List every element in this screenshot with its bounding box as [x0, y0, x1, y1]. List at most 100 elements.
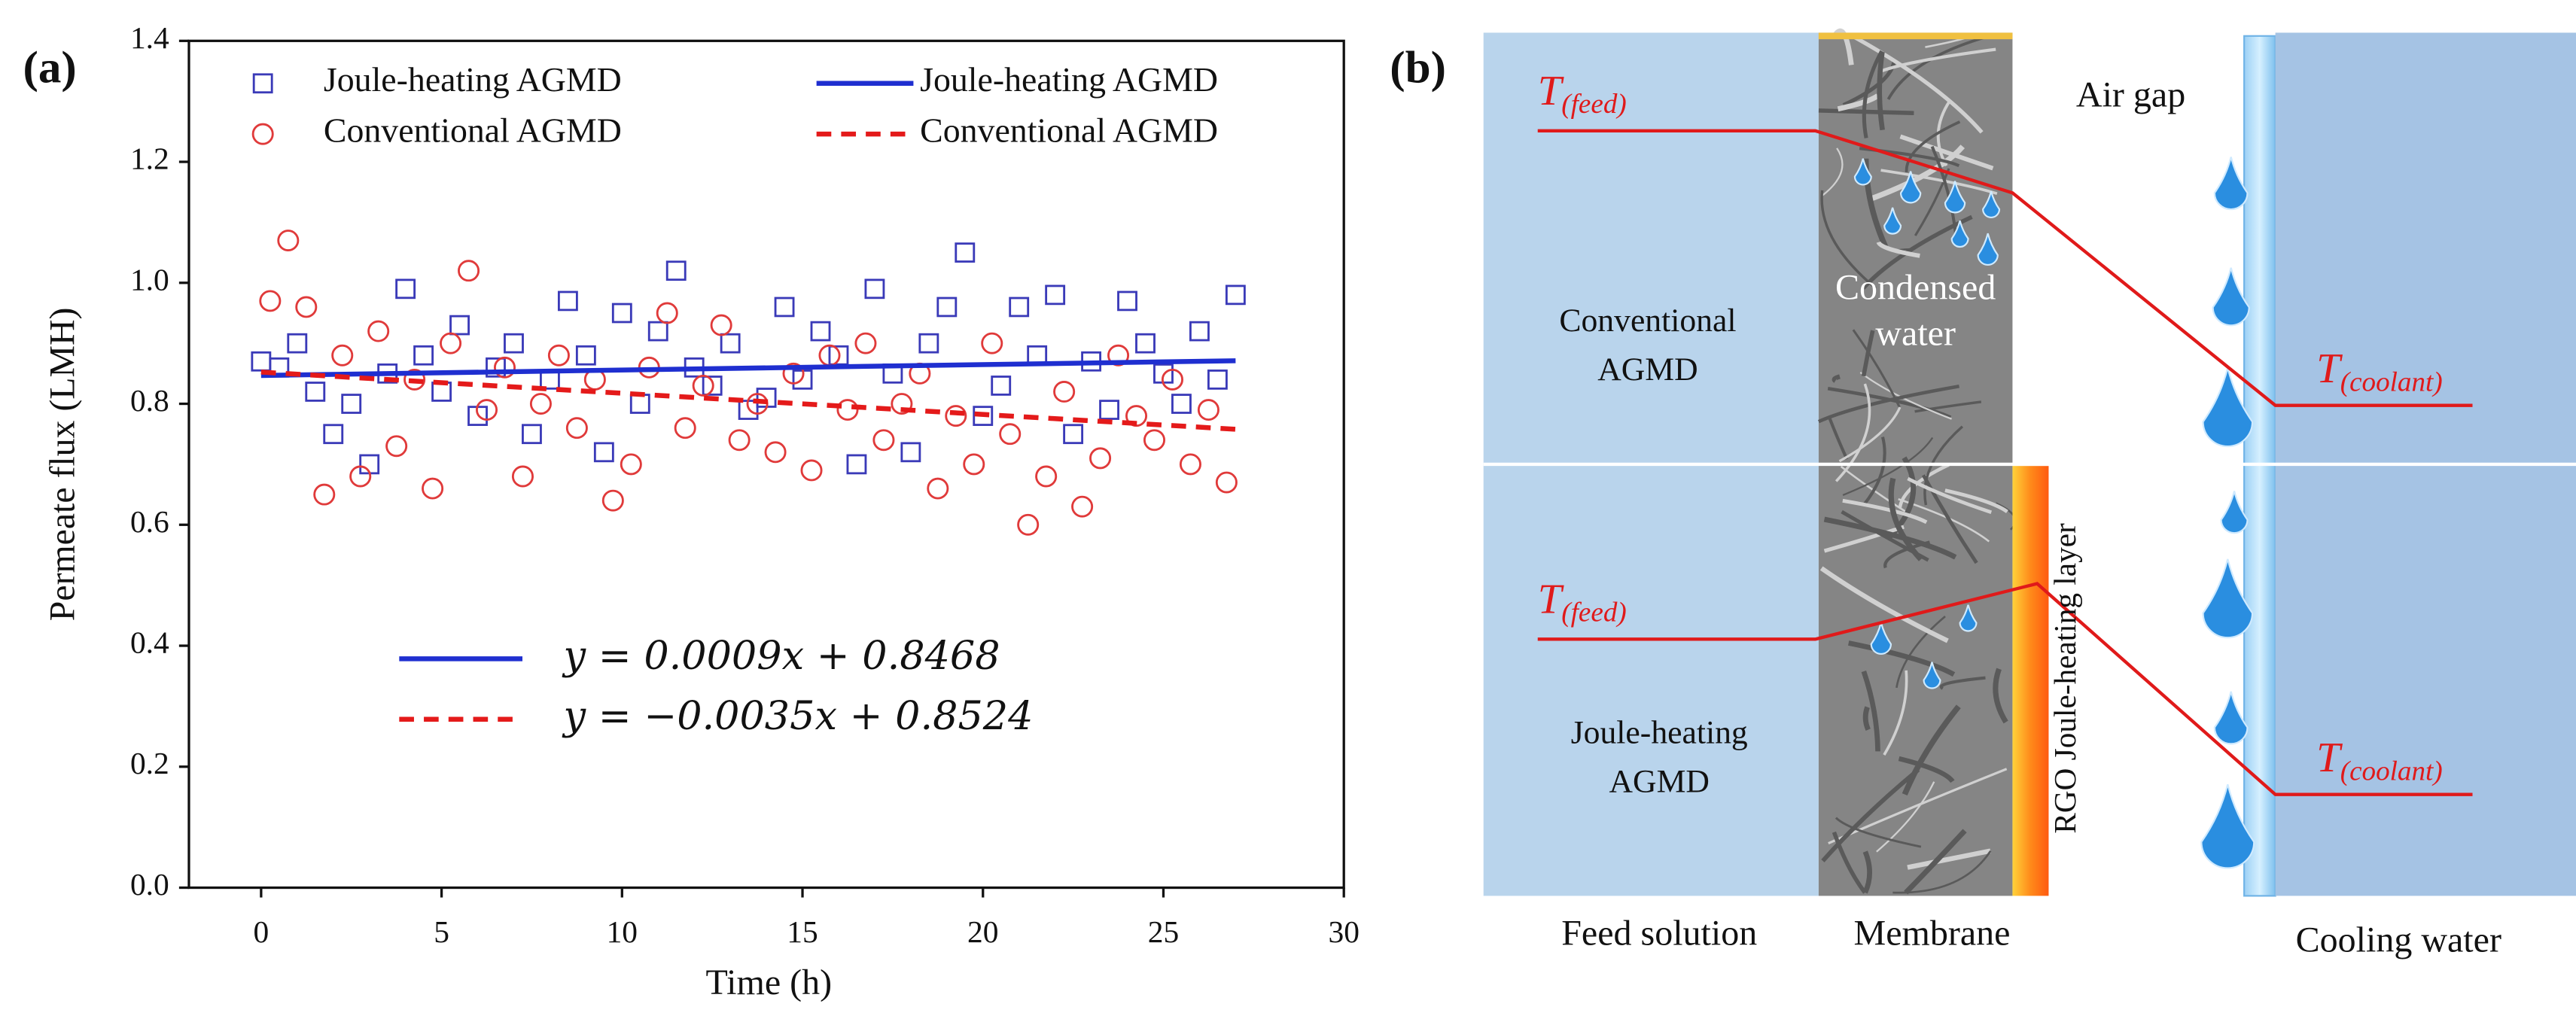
- mode-label: AGMD: [1609, 764, 1710, 800]
- legend-label: Joule-heating AGMD: [324, 60, 622, 99]
- point: [1107, 344, 1130, 367]
- fit-line: [260, 370, 1236, 432]
- x-tick-label: 30: [1328, 914, 1359, 949]
- point: [305, 382, 326, 402]
- fiber: [1930, 145, 1958, 238]
- fiber: [1861, 330, 1875, 377]
- fiber: [1939, 676, 1986, 690]
- symbol: T: [2316, 735, 2343, 781]
- point: [674, 417, 696, 440]
- droplet: [2213, 691, 2249, 745]
- x-tick-label: 25: [1148, 914, 1179, 949]
- droplet: [1944, 181, 1966, 214]
- rgo-layer: [2012, 466, 2049, 896]
- point: [277, 230, 300, 251]
- point: [692, 374, 714, 397]
- y-tick-label: 1.2: [130, 141, 169, 176]
- x-tick-label: 10: [607, 914, 638, 949]
- fiber: [1904, 829, 1967, 895]
- point: [493, 356, 516, 379]
- condensed-label: Condensed: [1835, 268, 1996, 308]
- point: [323, 424, 344, 445]
- point: [955, 242, 976, 263]
- droplet: [2220, 491, 2249, 534]
- air-gap-label: Air gap: [2076, 75, 2185, 114]
- point: [349, 465, 372, 488]
- fiber: [1876, 781, 1935, 853]
- panel-label: (b): [1390, 43, 1446, 93]
- fiber: [1848, 640, 1956, 677]
- fiber: [1907, 848, 1991, 870]
- point: [665, 260, 687, 281]
- droplet: [1982, 190, 2001, 218]
- fiber: [1902, 704, 1961, 795]
- fiber: [1827, 415, 1849, 460]
- fiber: [1895, 615, 1946, 689]
- subscript: (coolant): [2340, 756, 2443, 786]
- y-tick-label: 0.4: [130, 625, 169, 660]
- point: [504, 333, 524, 354]
- point: [611, 303, 632, 324]
- fiber: [1921, 474, 1978, 564]
- point: [981, 332, 1003, 354]
- point: [945, 405, 967, 427]
- fiber: [1835, 383, 1871, 482]
- equation: y = 0.0009x + 0.8468: [562, 634, 1000, 679]
- fiber: [1862, 850, 1872, 894]
- point: [864, 278, 885, 300]
- feed-temperature: T(feed): [1538, 576, 1627, 628]
- plot-frame: [187, 39, 1345, 890]
- point: [295, 296, 318, 318]
- fiber: [1886, 34, 1990, 100]
- point: [918, 333, 939, 354]
- condensed-label: water: [1875, 314, 1956, 354]
- point: [810, 321, 831, 342]
- fiber: [1820, 190, 1877, 290]
- y-tick-label: 1.0: [130, 262, 169, 297]
- point: [647, 321, 668, 342]
- y-tick-label: 0.2: [130, 746, 169, 780]
- fiber: [1821, 768, 1920, 862]
- point: [782, 362, 805, 385]
- legend-label: Conventional AGMD: [920, 111, 1218, 150]
- subscript: (feed): [1561, 89, 1626, 120]
- equation: y = −0.0035x + 0.8524: [562, 694, 1034, 739]
- x-tick-label: 5: [434, 914, 449, 949]
- droplet: [1883, 207, 1902, 235]
- point: [601, 489, 624, 512]
- x-tick-label: 0: [253, 914, 269, 949]
- coolant-temperature: T(coolant): [2316, 735, 2442, 786]
- temperature-profile: [1537, 129, 2473, 407]
- point: [872, 429, 895, 452]
- point: [259, 290, 282, 312]
- x-tick-label: 20: [967, 914, 998, 949]
- diagram: (b) T(feed) T(feed) T(coolant) T(coolant…: [1390, 29, 2576, 960]
- point: [547, 344, 570, 367]
- panel-label: (a): [23, 43, 77, 93]
- point: [1053, 381, 1076, 403]
- point: [1009, 297, 1030, 318]
- region-label: Cooling water: [2296, 920, 2501, 960]
- point: [854, 332, 877, 354]
- point: [1215, 471, 1238, 494]
- point: [422, 477, 444, 500]
- droplet: [1977, 233, 1999, 266]
- point: [1197, 399, 1219, 421]
- point: [1135, 333, 1156, 354]
- fiber: [1832, 374, 1841, 383]
- point: [1045, 284, 1066, 306]
- point: [1189, 321, 1210, 342]
- y-tick-label: 0.0: [130, 867, 169, 902]
- point: [927, 477, 949, 500]
- point: [1179, 453, 1201, 476]
- fiber: [1861, 671, 1880, 752]
- droplet: [1870, 622, 1892, 655]
- symbol: T: [2316, 345, 2343, 392]
- fiber: [1827, 387, 1952, 419]
- point: [486, 357, 506, 378]
- fiber: [1876, 241, 1920, 258]
- temperature-profile: [1537, 582, 2473, 796]
- fiber: [1823, 516, 1957, 560]
- point: [1143, 429, 1166, 452]
